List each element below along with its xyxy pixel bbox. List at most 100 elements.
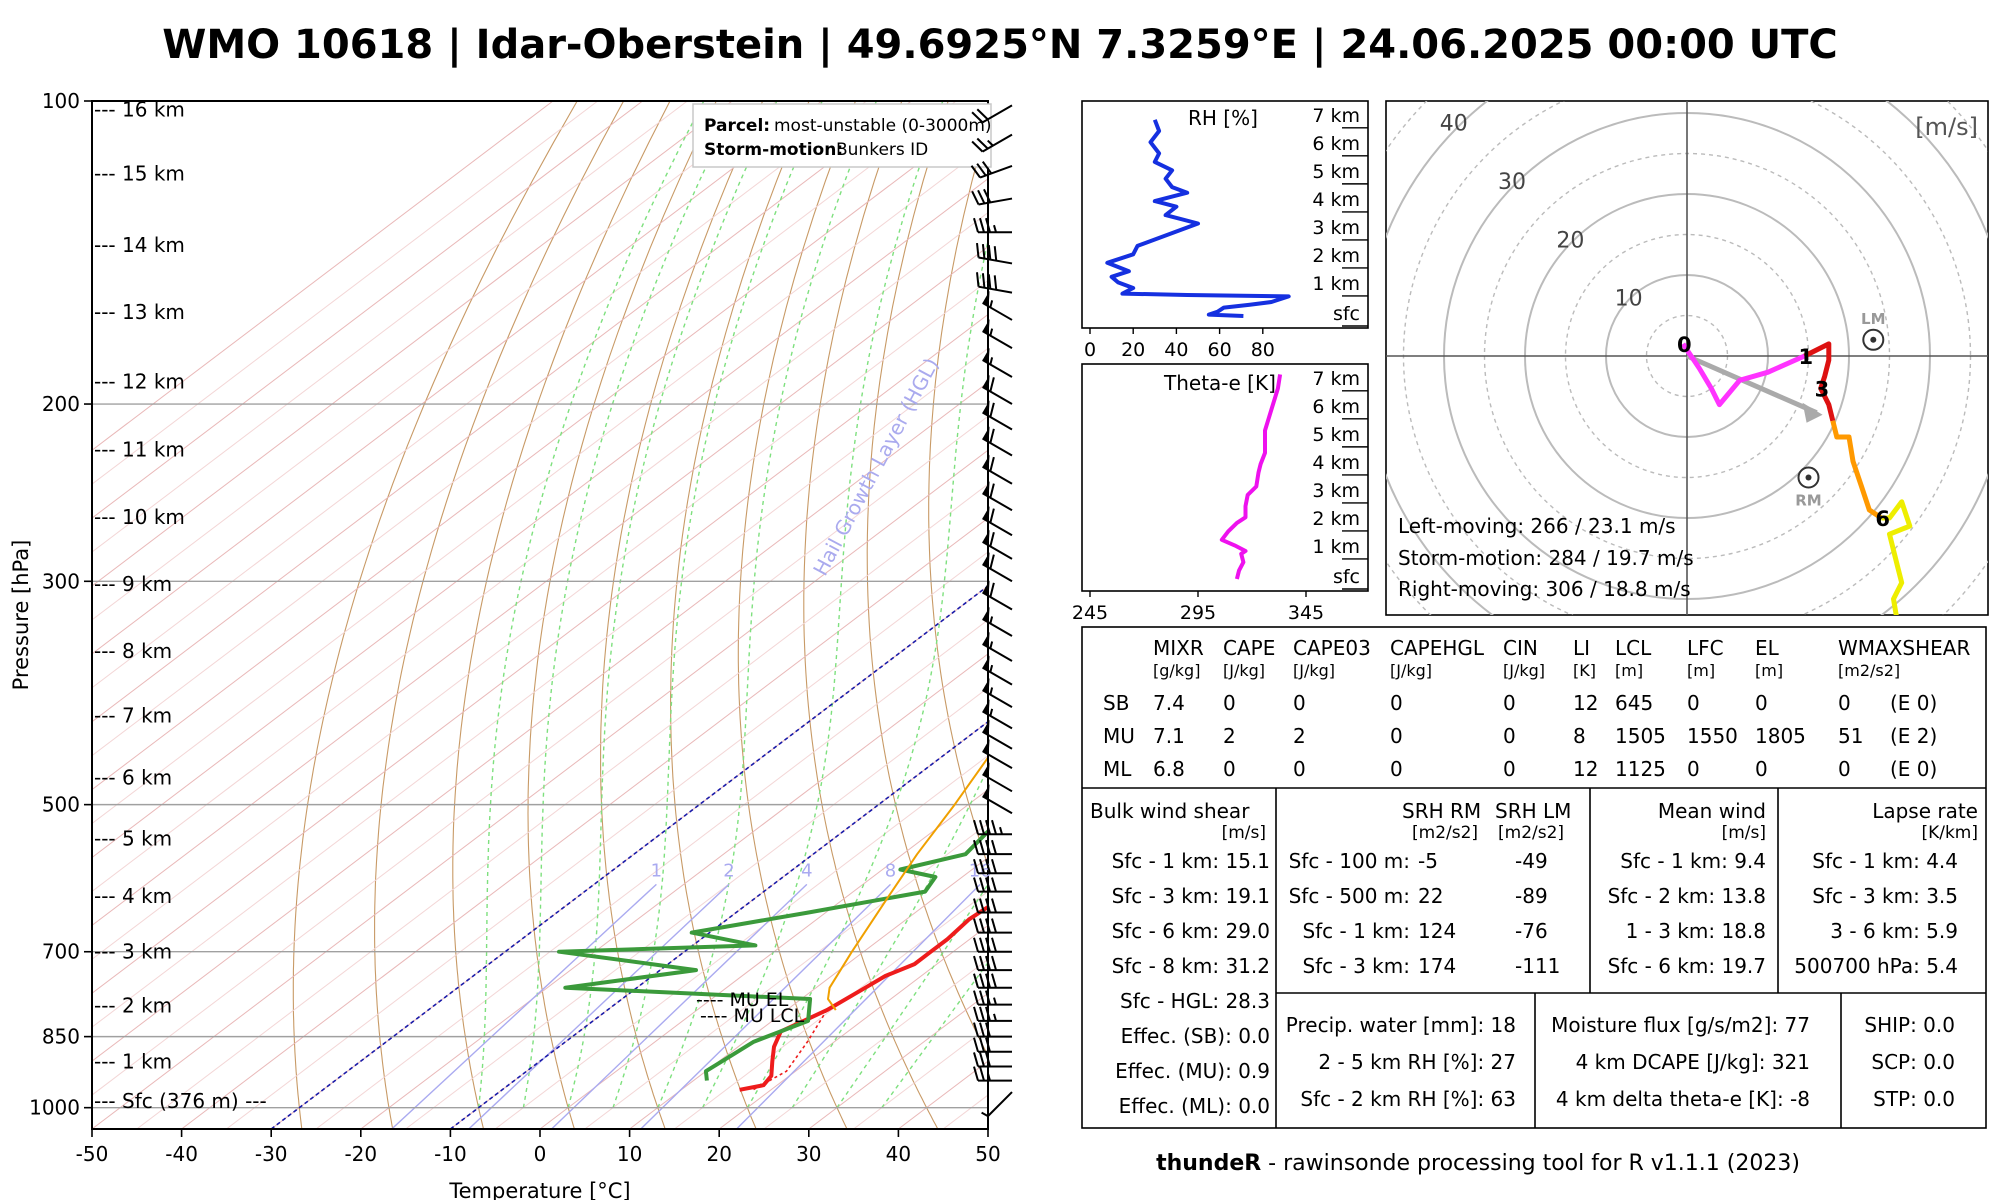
mixing-ratio-label: 8 [885, 860, 896, 881]
mu-lcl-label: ---- MU LCL [700, 1005, 805, 1027]
barb-flag [981, 243, 986, 259]
hodo-segment [1803, 341, 1836, 422]
index-cell: (E 0) [1890, 757, 1937, 781]
rh-title: RH [%] [1188, 106, 1258, 130]
barb-pennant [982, 762, 990, 778]
hodo-height-label: 0 [1677, 333, 1692, 357]
mixing-ratio-line [736, 883, 981, 1129]
srh-lm: -89 [1515, 884, 1548, 908]
dry-adiabat [452, 101, 671, 1129]
index-unit: [m] [1755, 661, 1783, 680]
mixing-ratio-line [391, 883, 657, 1129]
x-tick-label: 60 [1208, 339, 1232, 361]
barb-flag [973, 1006, 979, 1022]
shear-unit: [m/s] [1222, 823, 1266, 843]
wind-barb [973, 973, 1012, 989]
barb-pennant [982, 677, 990, 694]
barb-flag [985, 819, 991, 835]
height-label: --- 6 km [94, 766, 172, 790]
footer: thundeR - rawinsonde processing tool for… [1156, 1151, 1800, 1176]
composite-row: STP: 0.0 [1873, 1087, 1955, 1111]
wind-barb [982, 606, 1013, 637]
barb-pennant [982, 739, 990, 755]
index-cell: 0 [1293, 691, 1306, 715]
y-tick-label: 500 [42, 793, 80, 817]
hodo-height-label: 6 [1875, 507, 1890, 531]
barb-half-flag [989, 708, 994, 717]
index-cell: 0 [1687, 691, 1700, 715]
wind-barb [971, 188, 1013, 206]
barb-flag [973, 937, 979, 953]
height-label: sfc [1333, 303, 1360, 325]
meanwind-title: Mean wind [1658, 799, 1766, 823]
meanwind-row: 1 - 3 km: 18.8 [1626, 919, 1766, 943]
srh-unit-rm: [m2/s2] [1412, 823, 1478, 843]
barb-pennant [982, 784, 990, 800]
barb-pennant [982, 580, 990, 597]
shear-row: Effec. (SB): 0.0 [1121, 1024, 1270, 1048]
hodo-unit: [m/s] [1915, 113, 1978, 141]
height-label: --- 7 km [94, 704, 172, 728]
temperature-line [739, 904, 988, 1092]
theta_e_profile-line [1219, 374, 1283, 580]
barb-flag [991, 819, 997, 835]
barb-flag [985, 1037, 991, 1053]
right-moving-text: Right-moving: 306 / 18.8 m/s [1398, 577, 1691, 601]
barb-flag [979, 1052, 985, 1067]
height-label: --- 4 km [94, 884, 172, 908]
barb-flag [973, 1037, 979, 1053]
barb-flag [979, 1006, 985, 1022]
barb-half-flag [989, 300, 994, 308]
footer-bold: thundeR [1156, 1151, 1261, 1176]
barb-flag [985, 1052, 991, 1067]
index-cell: 0 [1503, 757, 1516, 781]
theta-e-panel: Theta-e [K] 7 km 6 km 5 km 4 km 3 km 2 km 1 km… [1072, 363, 1369, 624]
height-label: 4 km [1312, 189, 1360, 211]
index-header: MIXR [1153, 636, 1204, 660]
legend-parcel-key: Parcel: [704, 116, 770, 136]
wind-barb [973, 217, 1012, 234]
moist-adiabat [477, 101, 705, 1108]
height-label: 2 km [1312, 245, 1360, 267]
barb-flag [985, 990, 991, 1005]
index-cell: 1550 [1687, 724, 1738, 748]
index-cell: 7.4 [1153, 691, 1185, 715]
srh-label: Sfc - 100 m: [1289, 849, 1410, 873]
moist-adiabat [657, 101, 878, 1108]
meanwind-row: Sfc - 6 km: 19.7 [1608, 954, 1766, 978]
skewt-height-labels: --- 16 km --- 15 km --- 14 km --- 13 km --- … [94, 98, 267, 1113]
isotherm [226, 551, 988, 1129]
index-header: LCL [1615, 636, 1652, 660]
srh-rm: 22 [1418, 884, 1443, 908]
isotherm [92, 101, 554, 451]
barb-flag [979, 839, 985, 855]
barb-flag [989, 582, 995, 598]
lapse-row: 3 - 6 km: 5.9 [1830, 919, 1958, 943]
skewt-axes: -50 -40 -30 -20 -10 0 10 20 30 40 50 100 200 300 500 70… [29, 89, 1001, 1166]
index-cell: 0 [1838, 757, 1851, 781]
wind-barb [971, 104, 1013, 124]
barb-flag [976, 163, 987, 177]
storm-motion-arrowhead [1802, 402, 1823, 423]
barb-flag [981, 273, 986, 288]
barb-flag [973, 918, 979, 933]
shear-row: Sfc - 3 km: 19.1 [1112, 884, 1270, 908]
lapse-title: Lapse rate [1872, 799, 1978, 823]
hodo-height-label: 3 [1815, 377, 1830, 401]
barb-flag [971, 190, 980, 205]
height-label: --- 16 km [94, 98, 185, 122]
moisture-row: Precip. water [mm]: 18 [1286, 1013, 1516, 1037]
mixing-ratio-label: 1 [651, 860, 662, 881]
barb-pennant [982, 699, 990, 715]
height-label: 3 km [1312, 217, 1360, 239]
wind-barb [973, 839, 1012, 856]
barb-flag [973, 217, 979, 233]
lapse-unit: [K/km] [1921, 823, 1978, 843]
index-unit: [J/kg] [1293, 661, 1335, 680]
barb-flag [987, 274, 992, 289]
figure-title: WMO 10618 | Idar-Oberstein | 49.6925°N 7… [162, 22, 1838, 69]
height-label: 1 km [1312, 536, 1360, 558]
wind-barb [982, 481, 1013, 512]
height-label: --- 12 km [94, 370, 185, 394]
dry-adiabat [737, 101, 857, 1129]
